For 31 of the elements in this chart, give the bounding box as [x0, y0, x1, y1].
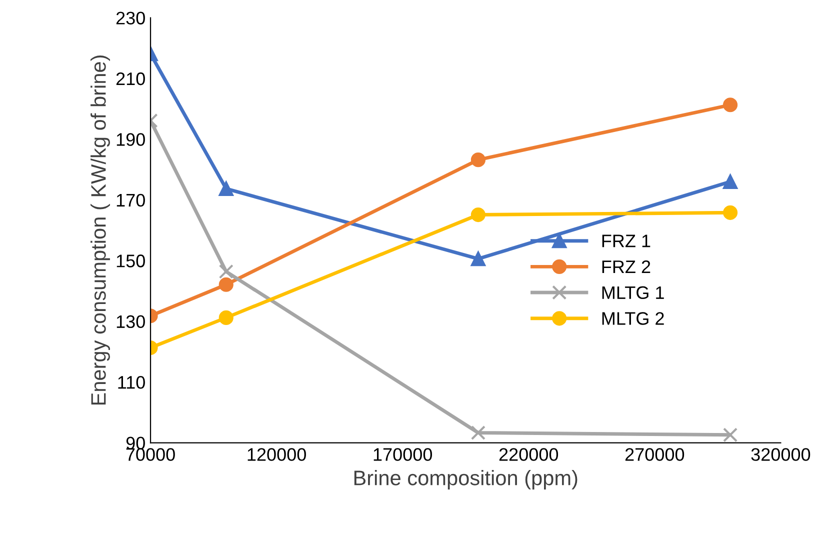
x-tick-label: 120000	[248, 448, 306, 461]
y-tick-label: 190	[116, 133, 145, 146]
y-tick-label: 110	[118, 376, 145, 389]
legend-label: MLTG 2	[602, 312, 664, 325]
point	[722, 174, 738, 189]
point	[470, 425, 486, 440]
x-tick-label: 320000	[751, 448, 810, 461]
legend-label: FRZ 1	[602, 234, 650, 248]
y-tick-label: 170	[116, 194, 145, 207]
point	[218, 310, 234, 325]
y-tick-label: 230	[116, 12, 145, 24]
y-axis-title: Energy consumption ( KW/kg of brine)	[90, 56, 110, 405]
y-tick-label: 210	[116, 72, 145, 86]
point	[470, 152, 486, 168]
point	[218, 264, 234, 279]
legend-label: MLTG 1	[602, 286, 664, 300]
legend-label: FRZ 2	[602, 260, 650, 274]
point	[470, 207, 486, 222]
x-tick-label: 220000	[499, 448, 558, 461]
point	[218, 277, 234, 292]
y-tick-label: 150	[116, 254, 145, 268]
point	[722, 98, 738, 112]
point	[722, 205, 738, 220]
x-tick-label: 70000	[126, 448, 175, 461]
x-axis-title: Brine composition (ppm)	[354, 470, 578, 490]
x-tick-label: 170000	[374, 448, 432, 461]
y-tick-label: 130	[116, 315, 145, 328]
point	[722, 428, 738, 442]
x-tick-label: 270000	[625, 448, 684, 461]
point	[218, 181, 234, 196]
point	[470, 252, 486, 266]
